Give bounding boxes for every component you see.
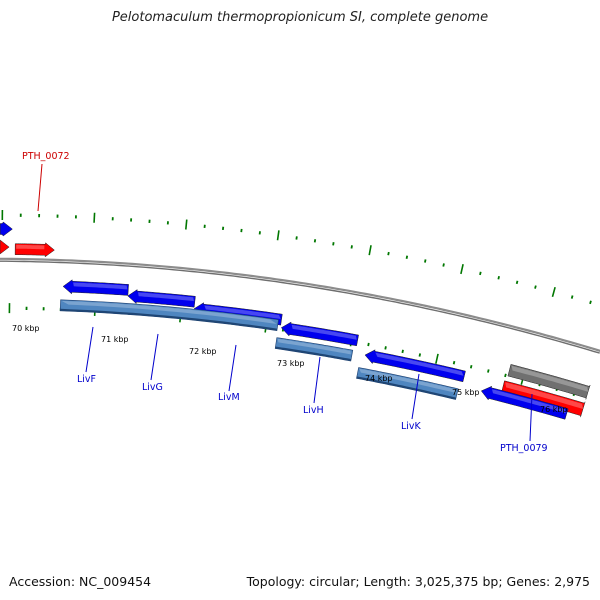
scale-label: 72 kbp	[189, 347, 217, 356]
major-tick	[368, 245, 372, 256]
gene-features	[0, 221, 591, 420]
gene-livk-arrow	[364, 349, 466, 383]
gene-forward-red-highlight	[505, 382, 583, 409]
scale-label: 73 kbp	[277, 359, 305, 368]
major-tick	[435, 353, 439, 364]
gene-label-livg: LivG	[142, 382, 163, 393]
gene-pth0079-arrow	[480, 385, 569, 420]
minor-tick	[487, 369, 490, 373]
gene-pth0072-arrow	[14, 242, 55, 258]
gene-label-leader	[150, 333, 159, 381]
minor-tick	[332, 242, 335, 246]
gene-forward-gray	[507, 364, 591, 400]
minor-tick	[367, 342, 370, 347]
minor-tick	[424, 259, 427, 263]
backbone-line-outer	[0, 257, 600, 352]
minor-tick	[515, 280, 519, 285]
gene-label-livk: LivK	[401, 421, 422, 432]
operon-band-livh-edge	[275, 346, 351, 361]
gene-livh-arrow-highlight	[291, 324, 357, 340]
operon-band-livk-highlight	[359, 368, 457, 393]
scale-label: 74 kbp	[365, 374, 393, 383]
minor-tick	[384, 346, 387, 350]
minor-tick	[479, 271, 482, 276]
operon-band-livh-highlight	[277, 338, 351, 355]
gene-label-leader	[529, 393, 533, 442]
gene-livg-arrow	[127, 289, 196, 308]
operon-band-livk-edge	[356, 376, 456, 400]
accession-text: Accession: NC_009454	[9, 574, 152, 589]
backbone-line-inner	[0, 260, 600, 354]
gene-label-leader	[85, 326, 94, 373]
gene-livh-arrow	[280, 321, 359, 347]
major-tick	[185, 219, 188, 230]
gene-pth0072-arrow-highlight	[16, 244, 45, 250]
genome-title: Pelotomaculum thermopropionicum SI, comp…	[111, 10, 489, 25]
minor-tick	[469, 365, 473, 369]
major-tick	[276, 230, 280, 241]
minor-tick	[589, 300, 592, 305]
gene-label-leader	[228, 344, 237, 392]
gene-label-leader	[411, 373, 420, 420]
scale-label: 76 kbp	[540, 405, 568, 414]
gene-forward-red-partial	[0, 239, 10, 255]
minor-tick	[452, 360, 456, 365]
scale-label: 70 kbp	[12, 324, 40, 333]
topology-text: Topology: circular; Length: 3,025,375 bp…	[246, 574, 590, 589]
minor-tick	[504, 373, 507, 378]
gene-forward-gray-highlight	[511, 365, 589, 392]
gene-livm-arrow-highlight	[204, 305, 281, 319]
gene-livf-arrow-highlight	[73, 282, 128, 290]
gene-label-livf: LivF	[77, 374, 96, 385]
gene-forward-blue-partial	[0, 221, 13, 237]
gene-label-livm: LivM	[218, 392, 240, 403]
gene-livk-arrow-highlight	[375, 352, 464, 376]
operon-band-livfgm-highlight	[61, 300, 277, 324]
gene-livg-arrow-highlight	[138, 292, 194, 302]
minor-tick	[401, 349, 404, 354]
minor-tick	[442, 263, 445, 267]
gene-label-livh: LivH	[303, 405, 324, 416]
minor-tick	[534, 285, 537, 289]
minor-tick	[418, 353, 422, 357]
minor-tick	[405, 255, 409, 260]
scale-label: 75 kbp	[452, 388, 480, 397]
gene-labels: PTH_0072 LivF LivG LivM LivH LivK PTH_0079	[22, 151, 548, 454]
gene-label-pth_0072: PTH_0072	[22, 151, 70, 162]
gene-livf-arrow	[62, 279, 129, 296]
major-tick	[93, 212, 96, 223]
operon-band-livfgm-edge	[60, 308, 278, 331]
scale-label: 71 kbp	[101, 335, 129, 344]
genome-backbone	[0, 257, 600, 354]
minor-tick	[387, 251, 390, 256]
major-tick	[460, 264, 464, 275]
gene-label-pth_0079: PTH_0079	[500, 443, 548, 454]
major-tick	[551, 286, 556, 298]
gene-label-leader	[37, 163, 43, 212]
gene-label-leader	[313, 356, 321, 404]
gene-pth0079-arrow-highlight	[492, 389, 566, 414]
minor-tick	[497, 275, 500, 280]
minor-tick	[570, 295, 574, 299]
scale-labels: 70 kbp 71 kbp 72 kbp 73 kbp 74 kbp 75 kbp 76 k…	[12, 324, 568, 414]
outer-tick-track	[1, 210, 592, 305]
minor-tick	[350, 245, 353, 249]
